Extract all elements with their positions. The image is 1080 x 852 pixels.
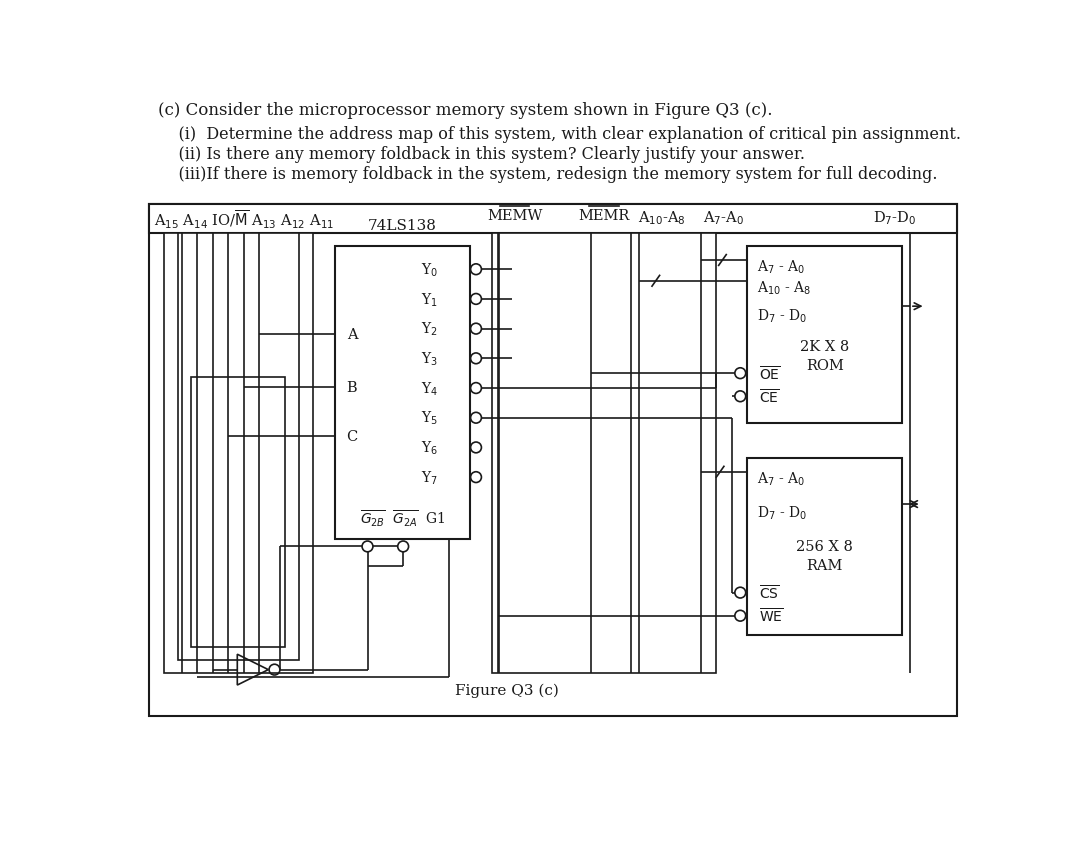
Text: A$_{10}$-A$_8$: A$_{10}$-A$_8$ [638,209,686,227]
Text: B: B [347,380,357,394]
Text: A$_7$-A$_0$: A$_7$-A$_0$ [703,209,744,227]
Text: 256 X 8: 256 X 8 [796,539,853,553]
Text: $\overline{\rm OE}$: $\overline{\rm OE}$ [759,365,781,383]
Text: Y$_5$: Y$_5$ [421,410,438,427]
Text: (iii)If there is memory foldback in the system, redesign the memory system for f: (iii)If there is memory foldback in the … [159,166,937,183]
Text: $\overline{\rm CE}$: $\overline{\rm CE}$ [759,388,780,406]
Text: RAM: RAM [807,558,842,573]
Text: 2K X 8: 2K X 8 [800,339,849,353]
Text: ROM: ROM [806,359,843,372]
Text: Figure Q3 (c): Figure Q3 (c) [455,682,559,697]
Bar [491,233,716,674]
Bar [747,458,902,636]
Text: MEMR: MEMR [578,209,630,223]
Bar [164,233,313,674]
Text: A: A [347,327,357,342]
Bar [747,247,902,423]
Text: Y$_1$: Y$_1$ [421,291,437,308]
Text: MEMW: MEMW [487,209,542,223]
Text: A$_7$ - A$_0$: A$_7$ - A$_0$ [757,469,805,487]
Text: (c) Consider the microprocessor memory system shown in Figure Q3 (c).: (c) Consider the microprocessor memory s… [159,102,773,119]
Text: (ii) Is there any memory foldback in this system? Clearly justify your answer.: (ii) Is there any memory foldback in thi… [159,146,806,163]
Text: Y$_2$: Y$_2$ [421,320,437,338]
Text: Y$_6$: Y$_6$ [421,439,438,457]
Text: $\overline{\rm WE}$: $\overline{\rm WE}$ [759,607,783,625]
Text: D$_7$-D$_0$: D$_7$-D$_0$ [873,209,916,227]
Bar [335,247,470,539]
Text: Y$_0$: Y$_0$ [421,262,438,279]
Text: Y$_7$: Y$_7$ [421,469,437,486]
Text: D$_7$ - D$_0$: D$_7$ - D$_0$ [757,504,807,522]
Text: Y$_3$: Y$_3$ [421,350,437,367]
Text: $\overline{\rm CS}$: $\overline{\rm CS}$ [759,584,780,602]
Bar [149,204,957,716]
Bar [177,233,299,660]
Text: (i)  Determine the address map of this system, with clear explanation of critica: (i) Determine the address map of this sy… [159,126,961,143]
Text: A$_7$ - A$_0$: A$_7$ - A$_0$ [757,258,805,276]
Text: D$_7$ - D$_0$: D$_7$ - D$_0$ [757,307,807,325]
Text: Y$_4$: Y$_4$ [421,380,438,397]
Bar [149,204,957,233]
Text: A$_{10}$ - A$_8$: A$_{10}$ - A$_8$ [757,279,811,296]
Text: A$_{15}$ A$_{14}$ IO/$\overline{\rm M}$ A$_{13}$ A$_{12}$ A$_{11}$: A$_{15}$ A$_{14}$ IO/$\overline{\rm M}$ … [153,209,334,231]
Bar [191,378,285,647]
Text: $\overline{G_{2B}}$  $\overline{G_{2A}}$  G1: $\overline{G_{2B}}$ $\overline{G_{2A}}$ … [360,507,445,528]
Text: 74LS138: 74LS138 [368,219,436,233]
Text: C: C [347,429,357,444]
